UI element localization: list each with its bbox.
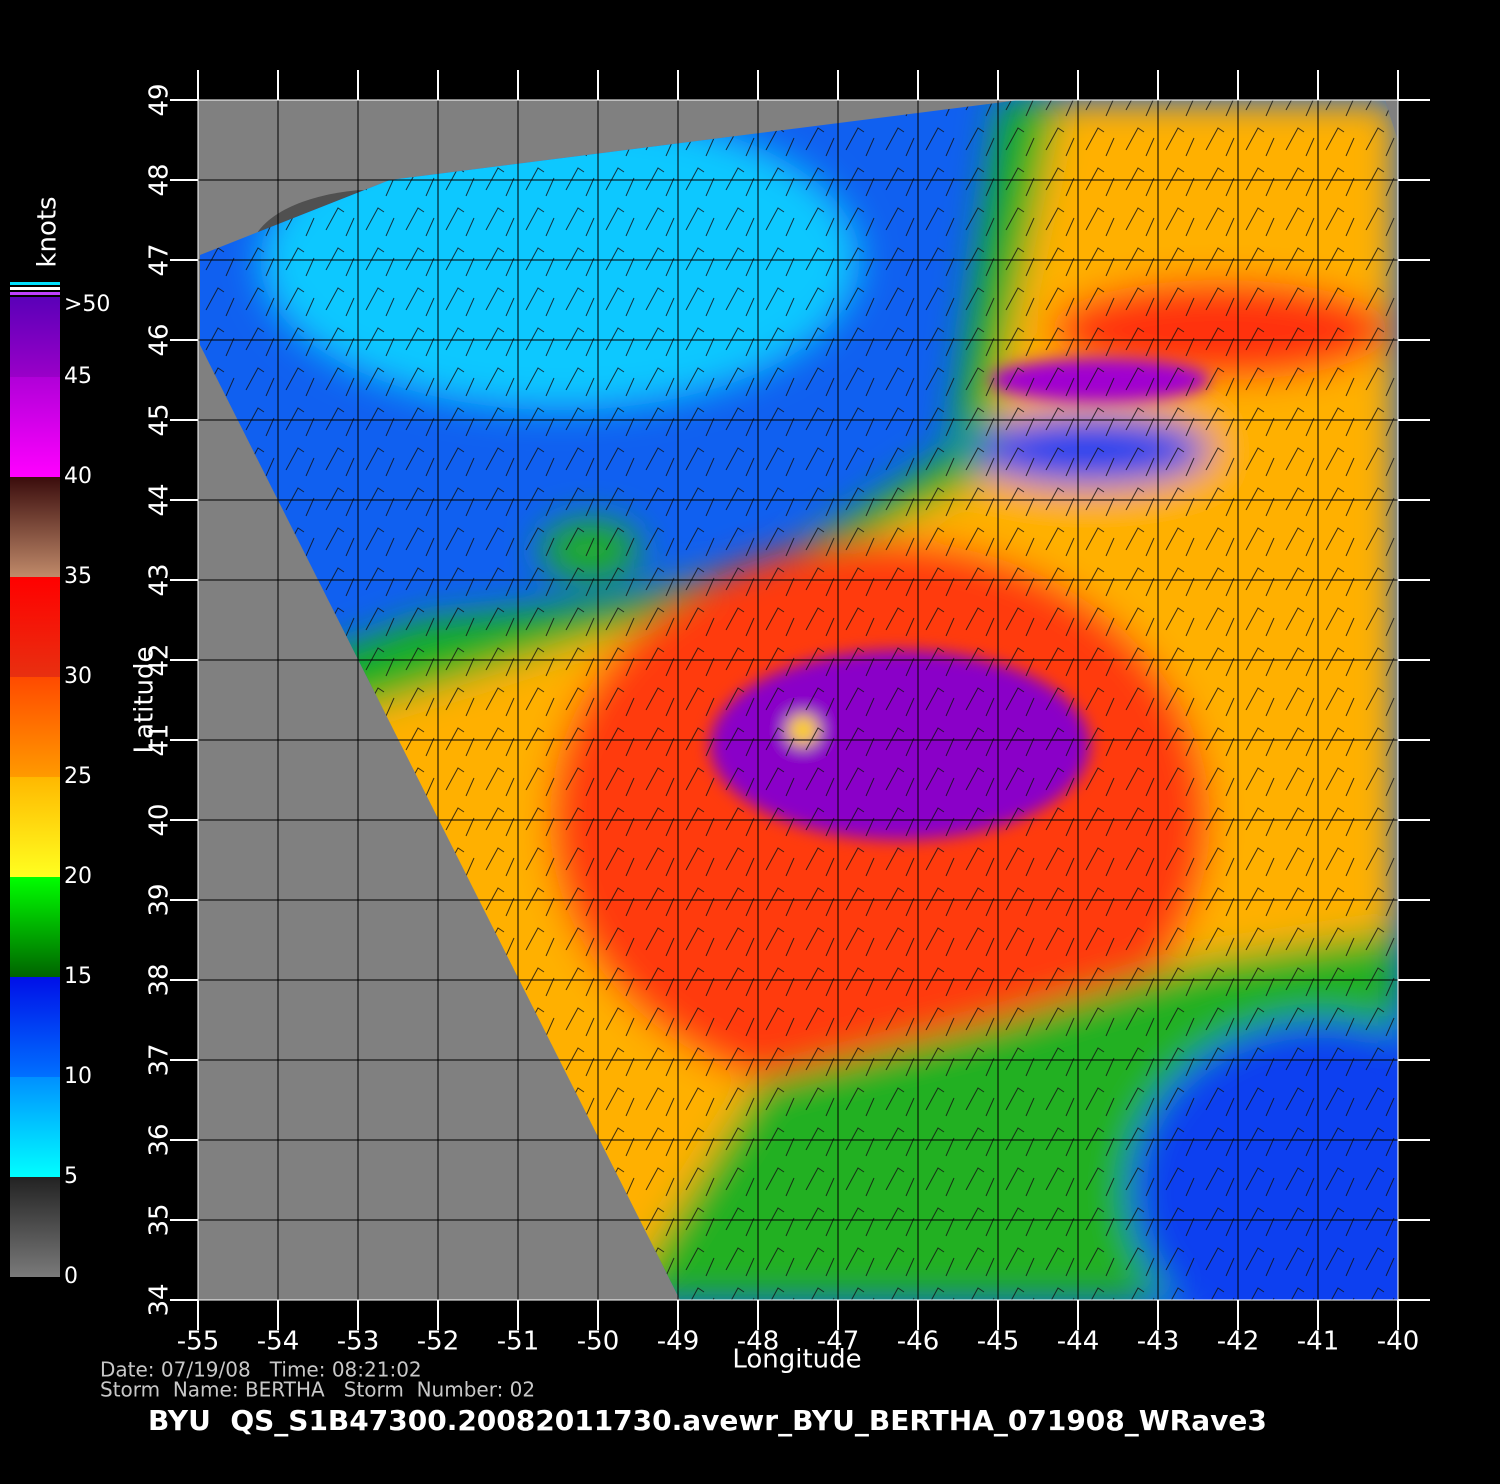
x-tick-label: -48 <box>737 1327 779 1357</box>
colorbar-cap <box>10 292 60 295</box>
colorbar-label: 45 <box>64 364 92 389</box>
storm-info: Storm Name: BERTHA Storm Number: 02 <box>100 1378 535 1402</box>
map-image <box>198 100 1398 1300</box>
x-tick-label: -47 <box>817 1327 859 1357</box>
colorbar-segment <box>10 1177 60 1277</box>
x-tick-label: -55 <box>177 1327 219 1357</box>
x-tick-label: -50 <box>577 1327 619 1357</box>
y-tick-label: 36 <box>145 1123 175 1156</box>
colorbar-segment <box>10 977 60 1077</box>
y-tick-label: 45 <box>145 403 175 436</box>
y-tick-label: 42 <box>145 643 175 676</box>
x-tick-label: -44 <box>1057 1327 1099 1357</box>
date-time: Date: 07/19/08 Time: 08:21:02 <box>100 1358 422 1382</box>
x-tick-label: -40 <box>1377 1327 1419 1357</box>
colorbar-label: 0 <box>64 1264 78 1289</box>
y-axis-label: Latitude <box>130 646 160 753</box>
colorbar-label: 15 <box>64 964 92 989</box>
plot-frame <box>197 99 1399 1301</box>
colorbar-segment <box>10 1077 60 1177</box>
grid <box>198 100 1398 1300</box>
x-tick-label: -54 <box>257 1327 299 1357</box>
colorbar-segment <box>10 477 60 577</box>
x-tick-label: -52 <box>417 1327 459 1357</box>
x-tick-label: -53 <box>337 1327 379 1357</box>
colorbar-label: 10 <box>64 1064 92 1089</box>
y-tick-label: 43 <box>145 563 175 596</box>
x-tick-label: -45 <box>977 1327 1019 1357</box>
y-tick-label: 34 <box>145 1283 175 1316</box>
colorbar-segment <box>10 297 60 377</box>
x-tick-label: -49 <box>657 1327 699 1357</box>
x-tick-label: -51 <box>497 1327 539 1357</box>
x-tick-label: -42 <box>1217 1327 1259 1357</box>
y-tick-label: 49 <box>145 83 175 116</box>
colorbar-title: knots <box>33 196 63 267</box>
axes: -55 -54 -53 -52 -51 -50 -49 -48 -47 -46 -45 -44 -43 -… <box>145 70 1430 1357</box>
y-tick-label: 48 <box>145 163 175 196</box>
y-tick-label: 44 <box>145 483 175 516</box>
y-tick-label: 35 <box>145 1203 175 1236</box>
colorbar-segment <box>10 777 60 877</box>
x-tick-label: -43 <box>1137 1327 1179 1357</box>
y-tick-label: 39 <box>145 883 175 916</box>
y-tick-label: 46 <box>145 323 175 356</box>
colorbar-label: 20 <box>64 864 92 889</box>
y-tick-label: 37 <box>145 1043 175 1076</box>
x-tick-label: -41 <box>1297 1327 1339 1357</box>
colorbar-segment <box>10 877 60 977</box>
x-tick-label: -46 <box>897 1327 939 1357</box>
colorbar-cap <box>10 287 60 290</box>
colorbar-label: 30 <box>64 664 92 689</box>
colorbar-label: 5 <box>64 1164 78 1189</box>
x-axis-label: Longitude <box>732 1345 861 1375</box>
colorbar-label: >50 <box>64 292 110 317</box>
colorbar-cap <box>10 282 60 285</box>
y-tick-label: 47 <box>145 243 175 276</box>
file-name: BYU QS_S1B47300.20082011730.avewr_BYU_BE… <box>148 1404 1267 1437</box>
colorbar-label: 40 <box>64 464 92 489</box>
colorbar-segment <box>10 377 60 477</box>
colorbar-label: 25 <box>64 764 92 789</box>
colorbar-label: 35 <box>64 564 92 589</box>
colorbar-segment <box>10 577 60 677</box>
colorbar-segment <box>10 677 60 777</box>
y-tick-label: 41 <box>145 723 175 756</box>
y-tick-label: 40 <box>145 803 175 836</box>
y-tick-label: 38 <box>145 963 175 996</box>
